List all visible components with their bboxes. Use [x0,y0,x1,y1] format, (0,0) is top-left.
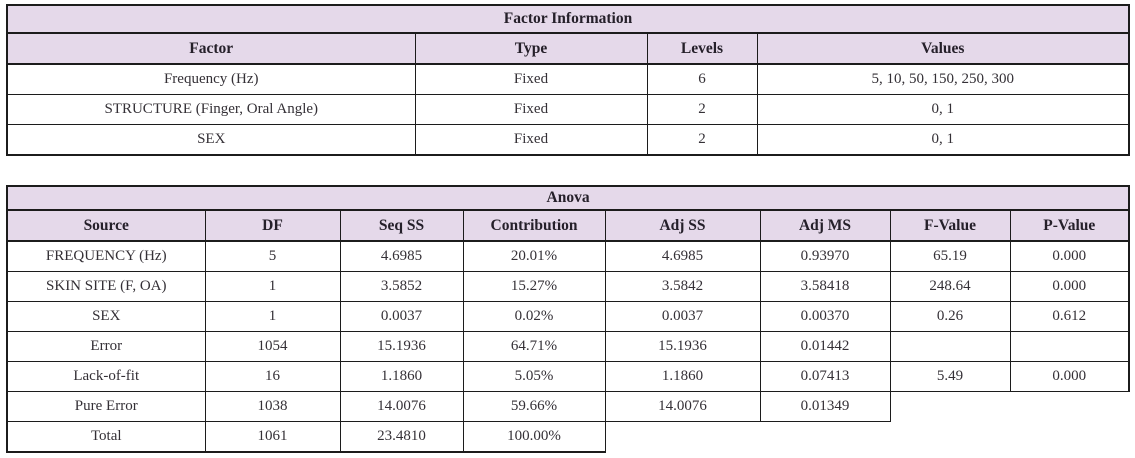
table-row: Pure Error 1038 14.0076 59.66% 14.0076 0… [6,391,1130,422]
cell: 0.000 [1009,271,1131,302]
cell: 5.05% [462,361,606,392]
cell: 1061 [204,421,341,453]
cell: 59.66% [462,391,606,422]
cell: 1 [204,271,341,302]
cell: 0, 1 [756,94,1130,125]
cell: 0.01349 [759,391,891,422]
cell: SKIN SITE (F, OA) [6,271,206,302]
cell: 0.612 [1009,301,1131,332]
col-header-factor: Factor [6,32,416,65]
empty-region [1010,391,1130,422]
cell: 20.01% [462,240,606,272]
empty-region [890,391,1010,422]
cell: 0.000 [1009,361,1131,392]
table-row: Lack-of-fit 16 1.1860 5.05% 1.1860 0.074… [6,361,1131,392]
cell [1009,331,1131,362]
col-header-values: Values [756,32,1130,65]
cell: 3.5842 [604,271,761,302]
cell: FREQUENCY (Hz) [6,240,206,272]
table-row: Anova [5,185,1131,211]
factor-information-table: Factor Information Factor Type Levels Va… [6,4,1130,156]
cell: Pure Error [6,391,206,422]
empty-region [605,421,760,452]
cell: 2 [646,124,758,156]
cell: 5 [204,240,341,272]
cell: STRUCTURE (Finger, Oral Angle) [6,94,416,125]
cell: Total [6,421,206,453]
cell: 65.19 [889,240,1011,272]
col-header-p-value: P-Value [1009,209,1131,242]
table-row: Factor Information [6,4,1130,34]
col-header-adj-ms: Adj MS [759,209,891,242]
cell: 5.49 [889,361,1011,392]
cell: SEX [6,124,416,156]
anova-table-title: Anova [5,185,1131,211]
table-row: Error 1054 15.1936 64.71% 15.1936 0.0144… [6,331,1131,362]
cell: 23.4810 [339,421,464,453]
table-row: FREQUENCY (Hz) 5 4.6985 20.01% 4.6985 0.… [6,240,1131,272]
cell: 0.0037 [604,301,761,332]
empty-region [760,421,890,452]
empty-region [890,421,1010,452]
cell: 5, 10, 50, 150, 250, 300 [756,63,1130,95]
cell: 0.01442 [759,331,891,362]
cell: 1.1860 [604,361,761,392]
cell: Frequency (Hz) [6,63,416,95]
cell [889,331,1011,362]
cell: 3.5852 [339,271,464,302]
col-header-contribution: Contribution [462,209,606,242]
table-row: SKIN SITE (F, OA) 1 3.5852 15.27% 3.5842… [6,271,1131,302]
table-row: SEX 1 0.0037 0.02% 0.0037 0.00370 0.26 0… [6,301,1131,332]
cell: 100.00% [462,421,606,453]
cell: 0.07413 [759,361,891,392]
cell: SEX [6,301,206,332]
cell: Fixed [414,124,648,156]
cell: 1054 [204,331,341,362]
cell: 2 [646,94,758,125]
cell: 0.02% [462,301,606,332]
cell: Fixed [414,94,648,125]
cell: 14.0076 [604,391,761,422]
col-header-type: Type [414,32,648,65]
cell: 15.1936 [339,331,464,362]
cell: 15.27% [462,271,606,302]
col-header-levels: Levels [646,32,758,65]
col-header-df: DF [204,209,341,242]
cell: Error [6,331,206,362]
cell: Fixed [414,63,648,95]
table-header-row: Factor Type Levels Values [6,32,1130,65]
cell: 0.0037 [339,301,464,332]
col-header-seq-ss: Seq SS [339,209,464,242]
cell: 1 [204,301,341,332]
cell: 248.64 [889,271,1011,302]
cell: 64.71% [462,331,606,362]
table-row: Total 1061 23.4810 100.00% [6,421,1130,453]
cell: 1038 [204,391,341,422]
cell: 3.58418 [759,271,891,302]
cell: 14.0076 [339,391,464,422]
cell: 16 [204,361,341,392]
cell: Lack-of-fit [6,361,206,392]
cell: 6 [646,63,758,95]
table-header-row: Source DF Seq SS Contribution Adj SS Adj… [6,209,1131,242]
cell: 0.000 [1009,240,1131,272]
cell: 1.1860 [339,361,464,392]
cell: 0.00370 [759,301,891,332]
table-row: STRUCTURE (Finger, Oral Angle) Fixed 2 0… [6,94,1130,125]
cell: 0.26 [889,301,1011,332]
cell: 0.93970 [759,240,891,272]
cell: 4.6985 [339,240,464,272]
cell: 0, 1 [756,124,1130,156]
table-row: Frequency (Hz) Fixed 6 5, 10, 50, 150, 2… [6,63,1130,95]
factor-table-title: Factor Information [6,4,1130,34]
empty-region [1010,421,1130,452]
col-header-adj-ss: Adj SS [604,209,761,242]
cell: 4.6985 [604,240,761,272]
col-header-source: Source [6,209,206,242]
anova-table: Anova Source DF Seq SS Contribution Adj … [5,185,1131,453]
cell: 15.1936 [604,331,761,362]
table-row: SEX Fixed 2 0, 1 [6,124,1130,156]
col-header-f-value: F-Value [889,209,1011,242]
